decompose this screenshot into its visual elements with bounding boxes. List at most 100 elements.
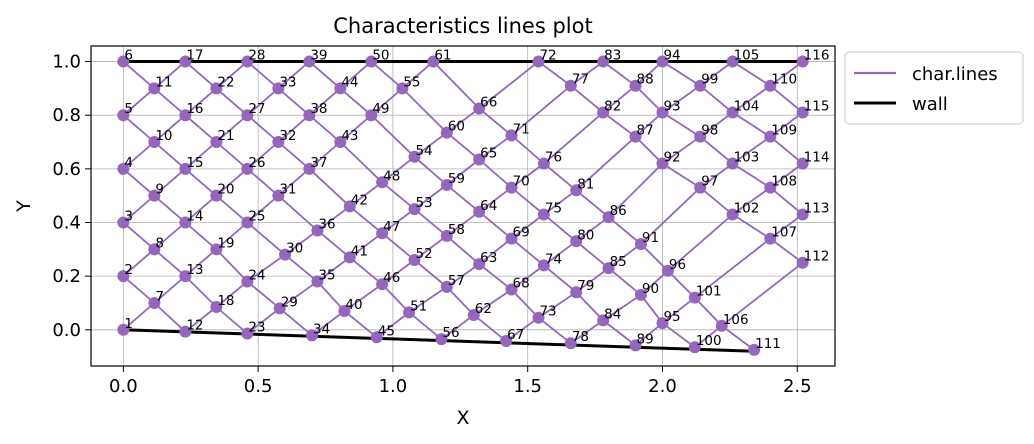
char-point-64 xyxy=(473,205,486,218)
y-tick-label: 0.2 xyxy=(52,266,81,287)
point-label-22: 22 xyxy=(217,74,234,90)
point-label-91: 91 xyxy=(642,230,659,246)
point-label-80: 80 xyxy=(577,227,594,243)
char-point-103 xyxy=(726,157,739,170)
point-label-64: 64 xyxy=(480,198,497,214)
char-point-112 xyxy=(796,256,809,269)
char-point-115 xyxy=(796,106,809,119)
point-label-8: 8 xyxy=(155,235,164,251)
char-point-68 xyxy=(505,283,518,296)
char-point-35 xyxy=(311,275,324,288)
char-point-110 xyxy=(764,79,777,92)
char-point-42 xyxy=(343,200,356,213)
char-point-19 xyxy=(210,243,223,256)
char-point-109 xyxy=(764,130,777,143)
char-point-88 xyxy=(629,79,642,92)
char-point-53 xyxy=(408,203,421,216)
char-point-76 xyxy=(537,157,550,170)
point-label-19: 19 xyxy=(217,235,234,251)
char-point-17 xyxy=(179,55,192,68)
char-point-9 xyxy=(148,189,161,202)
point-label-114: 114 xyxy=(804,149,830,165)
point-label-108: 108 xyxy=(771,174,797,190)
point-label-103: 103 xyxy=(734,149,760,165)
point-label-92: 92 xyxy=(663,149,680,165)
x-tick-label: 1.0 xyxy=(379,376,408,397)
char-point-95 xyxy=(656,317,669,330)
plot-area xyxy=(117,55,809,356)
char-point-30 xyxy=(279,248,292,261)
point-label-107: 107 xyxy=(771,225,797,241)
point-label-98: 98 xyxy=(701,123,718,139)
point-label-105: 105 xyxy=(734,48,760,64)
point-label-88: 88 xyxy=(637,72,654,88)
point-label-44: 44 xyxy=(341,74,358,90)
point-label-75: 75 xyxy=(545,200,562,216)
char-point-14 xyxy=(179,216,192,229)
char-point-27 xyxy=(241,109,254,122)
char-point-46 xyxy=(376,278,389,291)
y-tick-label: 0.0 xyxy=(52,320,81,341)
point-label-115: 115 xyxy=(804,99,830,115)
point-label-3: 3 xyxy=(124,208,133,224)
chart-title: Characteristics lines plot xyxy=(333,14,592,38)
point-label-99: 99 xyxy=(701,72,718,88)
point-label-37: 37 xyxy=(310,155,327,171)
char-point-18 xyxy=(210,300,223,313)
point-label-65: 65 xyxy=(480,145,497,161)
x-tick-label: 2.0 xyxy=(648,376,677,397)
point-label-45: 45 xyxy=(378,323,395,339)
char-point-98 xyxy=(694,130,707,143)
char-point-79 xyxy=(570,286,583,299)
char-point-36 xyxy=(311,224,324,237)
char-point-12 xyxy=(179,325,192,338)
point-label-27: 27 xyxy=(248,101,265,117)
point-label-100: 100 xyxy=(696,333,722,349)
char-point-105 xyxy=(726,55,739,68)
point-label-40: 40 xyxy=(345,297,362,313)
point-label-49: 49 xyxy=(372,101,389,117)
point-label-83: 83 xyxy=(604,48,621,64)
point-label-28: 28 xyxy=(248,48,265,64)
char-point-22 xyxy=(210,82,223,95)
point-label-81: 81 xyxy=(577,176,594,192)
char-point-81 xyxy=(570,184,583,197)
char-point-28 xyxy=(241,55,254,68)
point-label-29: 29 xyxy=(281,294,298,310)
y-tick-label: 0.4 xyxy=(52,212,81,233)
char-point-15 xyxy=(179,162,192,175)
char-point-26 xyxy=(241,162,254,175)
point-label-66: 66 xyxy=(480,94,497,110)
point-label-10: 10 xyxy=(155,128,172,144)
char-point-97 xyxy=(694,181,707,194)
char-point-99 xyxy=(694,79,707,92)
point-label-70: 70 xyxy=(513,174,530,190)
point-label-25: 25 xyxy=(248,208,265,224)
point-label-79: 79 xyxy=(577,278,594,294)
char-point-92 xyxy=(656,157,669,170)
char-point-101 xyxy=(688,291,701,304)
char-point-78 xyxy=(564,337,577,350)
char-point-111 xyxy=(748,343,761,356)
point-label-20: 20 xyxy=(217,182,234,198)
char-point-44 xyxy=(334,82,347,95)
point-label-34: 34 xyxy=(313,321,330,337)
x-axis-label: X xyxy=(456,407,469,429)
char-point-96 xyxy=(661,264,674,277)
point-label-1: 1 xyxy=(124,316,133,332)
char-point-57 xyxy=(440,280,453,293)
point-label-104: 104 xyxy=(734,99,760,115)
point-label-38: 38 xyxy=(310,101,327,117)
char-point-104 xyxy=(726,106,739,119)
char-point-87 xyxy=(629,130,642,143)
char-point-8 xyxy=(148,243,161,256)
char-point-70 xyxy=(505,181,518,194)
point-label-106: 106 xyxy=(723,312,749,328)
char-point-11 xyxy=(148,82,161,95)
point-label-68: 68 xyxy=(513,276,530,292)
legend: char.lines wall xyxy=(844,51,1024,125)
point-label-96: 96 xyxy=(669,257,686,273)
char-point-94 xyxy=(656,55,669,68)
char-point-51 xyxy=(403,306,416,319)
